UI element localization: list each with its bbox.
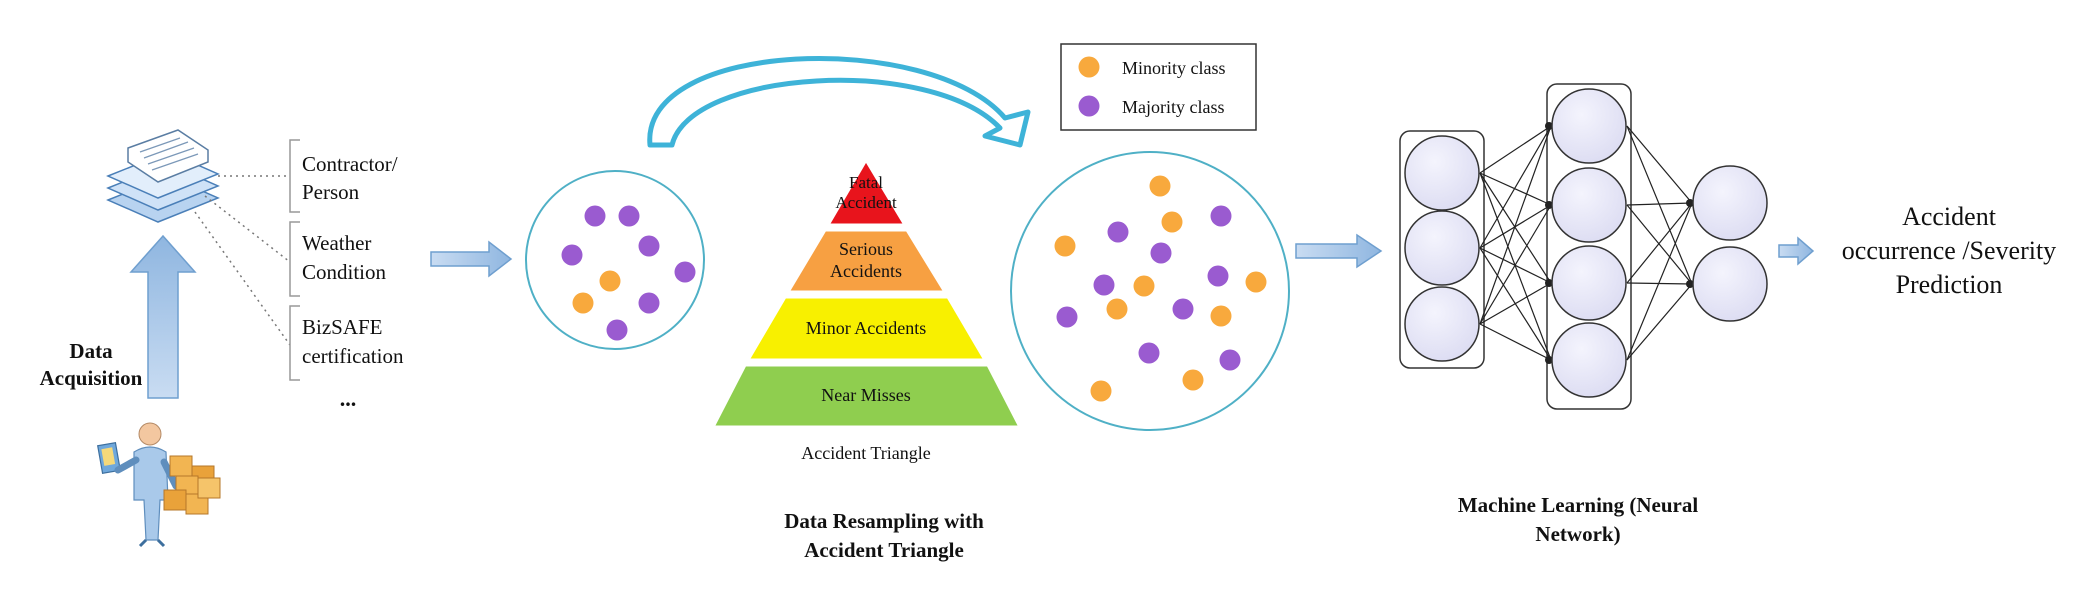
prediction-line3: Prediction bbox=[1896, 270, 2003, 299]
majority-legend-marker bbox=[1078, 95, 1100, 117]
arrow-to-prediction bbox=[1778, 236, 1815, 266]
feature-contractor-line1: Contractor/ bbox=[302, 152, 398, 176]
accident-triangle-labels: Fatal Accident Serious Accidents Minor A… bbox=[801, 173, 930, 463]
feature-bizsafe-line2: certification bbox=[302, 344, 404, 368]
accident-triangle-caption: Accident Triangle bbox=[801, 443, 930, 463]
majority-point bbox=[1172, 298, 1194, 320]
neural-network bbox=[1399, 83, 1768, 410]
minority-legend-label: Minority class bbox=[1122, 58, 1226, 78]
class-legend: Minority class Majority class bbox=[1060, 43, 1257, 131]
nn-connections bbox=[1479, 125, 1693, 361]
hidden-node bbox=[1551, 322, 1627, 398]
minority-point bbox=[1133, 275, 1155, 297]
minority-legend-marker bbox=[1078, 56, 1100, 78]
majority-point bbox=[1107, 221, 1129, 243]
level-fatal bbox=[825, 157, 908, 227]
feature-weather-line2: Condition bbox=[302, 260, 387, 284]
feature-weather-line1: Weather bbox=[302, 231, 371, 255]
feature-list: Contractor/ Person Weather Condition Biz… bbox=[302, 152, 404, 411]
output-node bbox=[1692, 246, 1768, 322]
majority-point bbox=[561, 244, 583, 266]
level-near-miss-label: Near Misses bbox=[821, 385, 910, 405]
feature-contractor-line2: Person bbox=[302, 180, 360, 204]
majority-point bbox=[618, 205, 640, 227]
output-layer-nodes bbox=[1692, 165, 1768, 322]
hidden-node bbox=[1551, 245, 1627, 321]
majority-point bbox=[1138, 342, 1160, 364]
prediction-line1: Accident bbox=[1902, 202, 1997, 231]
level-serious-line2: Accidents bbox=[830, 261, 902, 281]
hidden-layer-box bbox=[1546, 83, 1632, 410]
level-fatal-line2: Accident bbox=[835, 193, 897, 212]
feature-brackets bbox=[289, 139, 300, 381]
majority-point bbox=[606, 319, 628, 341]
hidden-node bbox=[1551, 167, 1627, 243]
input-layer-nodes bbox=[1404, 135, 1480, 362]
feature-connectors bbox=[194, 175, 291, 346]
acquisition-up-arrow bbox=[129, 234, 197, 399]
majority-point bbox=[638, 235, 660, 257]
majority-point bbox=[1150, 242, 1172, 264]
minority-point bbox=[1210, 305, 1232, 327]
arrow-to-neural-network bbox=[1295, 233, 1383, 269]
minority-point bbox=[1182, 369, 1204, 391]
majority-point bbox=[638, 292, 660, 314]
feature-bizsafe-line1: BizSAFE bbox=[302, 315, 383, 339]
accident-triangle bbox=[710, 157, 1023, 429]
minority-point bbox=[1106, 298, 1128, 320]
majority-legend-label: Majority class bbox=[1122, 97, 1224, 117]
resampled-data-points bbox=[1054, 175, 1267, 402]
input-node bbox=[1404, 210, 1480, 286]
majority-point bbox=[1056, 306, 1078, 328]
level-fatal-line1: Fatal bbox=[849, 173, 883, 192]
nn-arrowheads bbox=[1545, 122, 1694, 364]
minority-point bbox=[1245, 271, 1267, 293]
resampled-data-circle bbox=[1010, 151, 1290, 431]
minority-point bbox=[1054, 235, 1076, 257]
raw-data-points bbox=[561, 205, 696, 341]
input-node bbox=[1404, 135, 1480, 211]
majority-point bbox=[584, 205, 606, 227]
level-minor bbox=[745, 295, 988, 362]
level-serious-line1: Serious bbox=[839, 239, 893, 259]
majority-point bbox=[674, 261, 696, 283]
hidden-layer-nodes bbox=[1551, 88, 1627, 398]
level-serious bbox=[785, 228, 948, 294]
feature-more-ellipsis: ... bbox=[340, 386, 357, 411]
hidden-node bbox=[1551, 88, 1627, 164]
minority-point bbox=[599, 270, 621, 292]
level-near-miss bbox=[710, 363, 1023, 429]
resampling-caption-line2: Accident Triangle bbox=[804, 538, 964, 562]
ml-caption-line1: Machine Learning (Neural bbox=[1458, 493, 1698, 517]
majority-point bbox=[1093, 274, 1115, 296]
level-minor-label: Minor Accidents bbox=[806, 318, 926, 338]
majority-point bbox=[1219, 349, 1241, 371]
data-acquisition-title-line2: Acquisition bbox=[40, 366, 143, 390]
arrow-to-raw-data bbox=[430, 240, 513, 278]
ml-caption-line2: Network) bbox=[1535, 522, 1620, 546]
resampling-caption-line1: Data Resampling with bbox=[784, 509, 984, 533]
minority-point bbox=[1090, 380, 1112, 402]
minority-point bbox=[572, 292, 594, 314]
prediction-line2: occurrence /Severity bbox=[1842, 236, 2056, 265]
input-node bbox=[1404, 286, 1480, 362]
person-with-boxes-icon bbox=[97, 422, 221, 548]
document-stack-icon bbox=[106, 129, 220, 223]
majority-point bbox=[1207, 265, 1229, 287]
output-node bbox=[1692, 165, 1768, 241]
majority-point bbox=[1210, 205, 1232, 227]
minority-point bbox=[1149, 175, 1171, 197]
raw-data-circle bbox=[525, 170, 705, 350]
resampling-curved-arrow bbox=[647, 56, 1031, 148]
data-acquisition-title-line1: Data bbox=[69, 339, 113, 363]
minority-point bbox=[1161, 211, 1183, 233]
